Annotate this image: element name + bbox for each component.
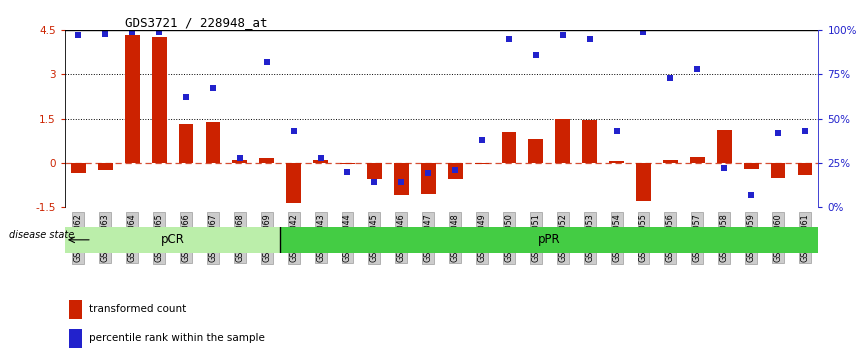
Bar	[501, 132, 516, 163]
Bar	[178, 125, 193, 163]
Text: percentile rank within the sample: percentile rank within the sample	[89, 333, 265, 343]
Point	[744, 192, 758, 198]
Bar	[448, 163, 462, 179]
Bar	[582, 120, 597, 163]
Point	[475, 137, 489, 143]
Bar	[771, 163, 785, 178]
Bar	[798, 163, 812, 175]
Bar	[205, 121, 220, 163]
Bar	[663, 160, 678, 163]
Bar	[98, 163, 113, 170]
Point	[367, 179, 381, 185]
Bar	[68, 300, 82, 319]
Point	[99, 31, 113, 36]
Bar	[259, 159, 275, 163]
Bar	[421, 163, 436, 194]
Bar	[636, 163, 651, 201]
Point	[394, 179, 408, 185]
Point	[152, 29, 166, 35]
Point	[798, 128, 811, 134]
Bar	[313, 160, 328, 163]
Point	[126, 29, 139, 35]
Text: disease state: disease state	[9, 230, 74, 240]
Bar	[475, 163, 489, 164]
Point	[717, 165, 731, 171]
Bar	[287, 163, 301, 202]
Bar	[68, 329, 82, 348]
Bar	[528, 139, 543, 163]
Bar	[65, 227, 281, 253]
Point	[663, 75, 677, 81]
Point	[179, 95, 193, 100]
Text: GDS3721 / 228948_at: GDS3721 / 228948_at	[126, 16, 268, 29]
Point	[502, 36, 516, 42]
Point	[583, 36, 597, 42]
Point	[340, 169, 354, 175]
Point	[529, 52, 543, 58]
Bar	[744, 163, 759, 169]
Point	[233, 155, 247, 160]
Point	[449, 167, 462, 173]
Bar	[609, 161, 624, 163]
Bar	[367, 163, 382, 179]
Bar	[232, 160, 248, 163]
Point	[206, 86, 220, 91]
Point	[610, 128, 624, 134]
Point	[421, 171, 435, 176]
Text: pCR: pCR	[161, 233, 184, 246]
Bar	[717, 130, 732, 163]
Bar	[71, 163, 86, 173]
Point	[260, 59, 274, 65]
Point	[313, 155, 327, 160]
Point	[556, 33, 570, 38]
Bar	[555, 119, 570, 163]
Bar	[281, 227, 818, 253]
Point	[637, 29, 650, 35]
Bar	[394, 163, 409, 195]
Bar	[125, 34, 139, 163]
Point	[72, 33, 86, 38]
Point	[287, 128, 301, 134]
Text: pPR: pPR	[538, 233, 560, 246]
Bar	[340, 163, 355, 164]
Bar	[690, 157, 705, 163]
Point	[771, 130, 785, 136]
Bar	[152, 38, 166, 163]
Point	[690, 66, 704, 72]
Text: transformed count: transformed count	[89, 304, 186, 314]
